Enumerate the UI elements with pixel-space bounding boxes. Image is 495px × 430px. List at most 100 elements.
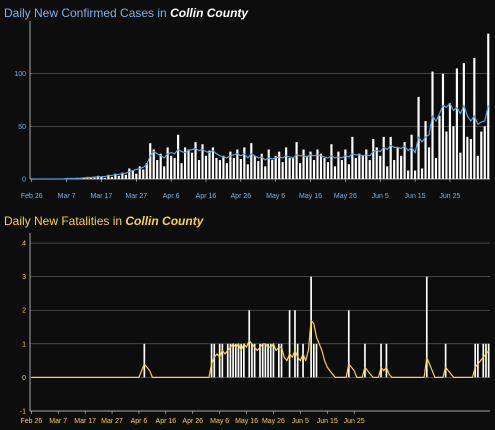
bar bbox=[124, 174, 127, 179]
x-tick-label: Mar 27 bbox=[101, 418, 123, 425]
bar bbox=[267, 149, 270, 179]
bar bbox=[361, 155, 364, 179]
bar bbox=[285, 147, 288, 179]
bar bbox=[424, 121, 427, 179]
bar bbox=[163, 166, 166, 179]
bar bbox=[393, 160, 396, 179]
x-tick-label: Mar 17 bbox=[74, 418, 96, 425]
bar bbox=[425, 276, 428, 378]
bar bbox=[100, 176, 103, 179]
x-tick-label: Feb 26 bbox=[20, 418, 42, 425]
bar bbox=[264, 166, 267, 179]
bar bbox=[248, 310, 251, 378]
fatalities-title-text: Daily New Fatalities in bbox=[4, 214, 123, 228]
x-tick-label: Mar 17 bbox=[91, 193, 113, 200]
bar bbox=[400, 155, 403, 179]
bar bbox=[431, 71, 434, 179]
bar bbox=[277, 343, 280, 378]
bar bbox=[232, 343, 234, 378]
bar bbox=[441, 73, 445, 179]
y-tick-label: 50 bbox=[18, 124, 26, 131]
fatalities-title-county: Collin County bbox=[125, 214, 204, 228]
bar bbox=[372, 138, 375, 179]
bar bbox=[117, 175, 120, 179]
bar bbox=[340, 160, 343, 179]
bar bbox=[294, 310, 296, 378]
bar bbox=[389, 136, 392, 179]
cases-title-text: Daily New Confirmed Cases in bbox=[4, 6, 167, 20]
bar bbox=[445, 131, 448, 179]
bar bbox=[257, 161, 260, 179]
bar bbox=[253, 155, 256, 179]
bar bbox=[107, 174, 110, 179]
bar bbox=[420, 168, 424, 179]
bar bbox=[271, 160, 274, 179]
cases-chart-panel: Daily New Confirmed Cases in Collin Coun… bbox=[0, 0, 495, 210]
bar bbox=[159, 153, 162, 179]
x-tick-label: Jun 25 bbox=[344, 418, 365, 425]
bar bbox=[323, 157, 326, 179]
bar bbox=[330, 144, 333, 179]
bar bbox=[269, 343, 272, 378]
x-tick-label: Apr 16 bbox=[156, 418, 177, 425]
bar bbox=[253, 343, 256, 378]
bar bbox=[288, 310, 291, 378]
bar bbox=[278, 151, 281, 179]
bar bbox=[474, 343, 477, 378]
bar bbox=[296, 343, 299, 378]
bar bbox=[103, 177, 107, 179]
bar bbox=[208, 150, 211, 179]
bar bbox=[135, 173, 138, 179]
x-tick-label: May 26 bbox=[262, 418, 285, 425]
fatalities-chart-title: Daily New Fatalities in Collin County bbox=[4, 214, 203, 228]
x-tick-label: Jun 15 bbox=[317, 418, 338, 425]
bar bbox=[145, 163, 148, 179]
bar bbox=[365, 149, 368, 179]
bar bbox=[187, 149, 190, 179]
bar bbox=[315, 343, 318, 378]
bar bbox=[215, 157, 218, 179]
x-tick-label: Jun 5 bbox=[372, 193, 389, 200]
bar bbox=[337, 151, 340, 179]
bar bbox=[347, 164, 350, 179]
bar bbox=[166, 147, 169, 179]
bar bbox=[210, 343, 213, 378]
bar bbox=[143, 343, 146, 378]
bar bbox=[482, 343, 485, 378]
bar bbox=[149, 143, 152, 179]
bar bbox=[173, 157, 176, 179]
bar bbox=[444, 343, 447, 378]
bar bbox=[379, 155, 382, 179]
bar bbox=[295, 142, 298, 179]
bar bbox=[251, 343, 253, 378]
bar bbox=[93, 176, 96, 179]
bar bbox=[316, 149, 319, 179]
bar bbox=[358, 153, 361, 179]
bar bbox=[413, 170, 417, 179]
bar bbox=[312, 160, 316, 179]
bar bbox=[396, 147, 399, 179]
y-tick-label: 2 bbox=[22, 308, 26, 315]
bar bbox=[170, 155, 173, 179]
bar bbox=[234, 343, 237, 378]
bar bbox=[232, 157, 235, 179]
bar bbox=[292, 157, 295, 179]
bar bbox=[221, 343, 224, 378]
x-tick-label: May 6 bbox=[266, 193, 285, 200]
bar bbox=[410, 134, 413, 179]
bar bbox=[438, 115, 441, 179]
bar bbox=[375, 147, 378, 179]
bar bbox=[312, 343, 315, 378]
bar bbox=[354, 157, 357, 179]
y-tick-label: 100 bbox=[14, 71, 26, 78]
bar bbox=[121, 172, 124, 179]
x-tick-label: Feb 26 bbox=[21, 193, 43, 200]
bar bbox=[368, 160, 371, 179]
bar bbox=[225, 163, 228, 179]
bar bbox=[302, 343, 304, 378]
bar bbox=[469, 138, 472, 179]
x-tick-label: Apr 26 bbox=[231, 193, 252, 200]
fatalities-chart-panel: Daily New Fatalities in Collin County -1… bbox=[0, 212, 495, 430]
bar bbox=[246, 164, 249, 179]
bar bbox=[240, 343, 243, 378]
